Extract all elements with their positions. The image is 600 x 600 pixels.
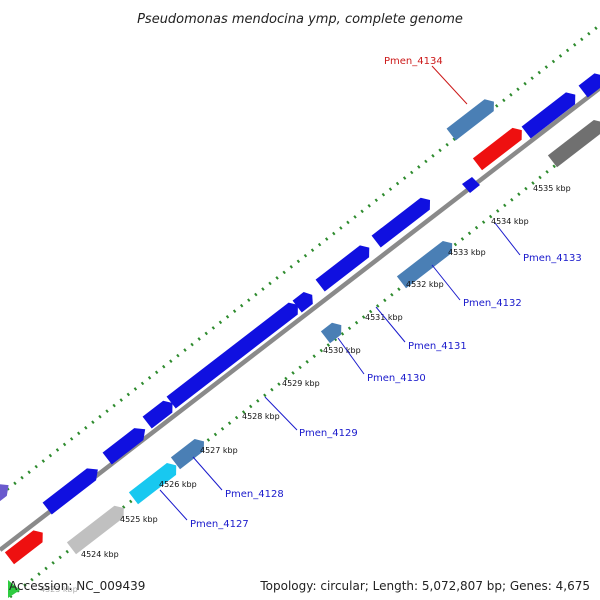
gene-label-pmen-4134[interactable]: Pmen_4134 [384, 56, 443, 67]
gene-purple-edge [0, 484, 9, 505]
tick-label: 4532 kbp [406, 280, 444, 289]
gene-label-pmen-4128[interactable]: Pmen_4128 [225, 489, 284, 500]
gene-pmen-4132[interactable] [371, 194, 435, 248]
gene-pmen-4135[interactable] [521, 89, 580, 139]
accession-text: Accession: NC_009439 [9, 579, 146, 593]
gene-pmen-4134[interactable] [446, 96, 499, 141]
tick-label: 4527 kbp [200, 446, 238, 455]
tick-label: 4525 kbp [120, 515, 158, 524]
tick-label: 4533 kbp [448, 248, 486, 257]
gene-red-4134[interactable] [472, 124, 527, 171]
tick-label: 4523 kbp [40, 585, 78, 594]
gene-gray[interactable] [547, 116, 600, 168]
gene-pmen-4131[interactable] [315, 242, 374, 292]
gene-label-pmen-4132[interactable]: Pmen_4132 [463, 298, 522, 309]
genome-summary-text: Topology: circular; Length: 5,072,807 bp… [260, 579, 590, 593]
gene-label-pmen-4133[interactable]: Pmen_4133 [523, 253, 582, 264]
gene-label-pmen-4129[interactable]: Pmen_4129 [299, 428, 358, 439]
gene-steel-4132[interactable] [396, 237, 457, 289]
tick-label: 4531 kbp [365, 313, 403, 322]
gene-silver[interactable] [66, 502, 128, 555]
tick-label: 4526 kbp [159, 480, 197, 489]
gc-dots-outer [0, 23, 600, 497]
tick-label: 4529 kbp [282, 379, 320, 388]
tick-label: 4530 kbp [323, 346, 361, 355]
gene-steel-4130[interactable] [320, 319, 346, 344]
tick-label: 4524 kbp [81, 550, 119, 559]
leader-line [264, 396, 298, 431]
gene-cyan[interactable] [128, 459, 181, 505]
gene-label-pmen-4130[interactable]: Pmen_4130 [367, 373, 426, 384]
leader-line [431, 65, 468, 105]
leader-line [375, 306, 406, 343]
tick-label: 4528 kbp [242, 412, 280, 421]
leader-line [431, 264, 461, 301]
gene-edge-right[interactable] [578, 70, 600, 98]
map-title: Pseudomonas mendocina ymp, complete geno… [137, 12, 463, 27]
gene-label-pmen-4127[interactable]: Pmen_4127 [190, 519, 249, 530]
genome-backbone [0, 86, 600, 552]
leader-line [337, 337, 365, 375]
tick-label: 4534 kbp [491, 217, 529, 226]
tick-label: 4535 kbp [533, 184, 571, 193]
leader-line [192, 456, 223, 491]
gene-pmen-4127[interactable] [42, 464, 103, 515]
start-marker-icon [8, 580, 20, 598]
gene-pmen-4133[interactable] [462, 177, 480, 193]
gene-pmen-4128b[interactable] [142, 397, 178, 429]
leader-line [494, 222, 521, 256]
leader-line [159, 489, 188, 521]
gene-pmen-4130a[interactable] [292, 289, 317, 313]
gene-red-edge [4, 530, 43, 565]
gene-pmen-4129[interactable] [166, 299, 303, 409]
gene-steel-4128[interactable] [170, 435, 209, 470]
gene-pmen-4128[interactable] [102, 423, 150, 465]
gene-label-pmen-4131[interactable]: Pmen_4131 [408, 341, 467, 352]
